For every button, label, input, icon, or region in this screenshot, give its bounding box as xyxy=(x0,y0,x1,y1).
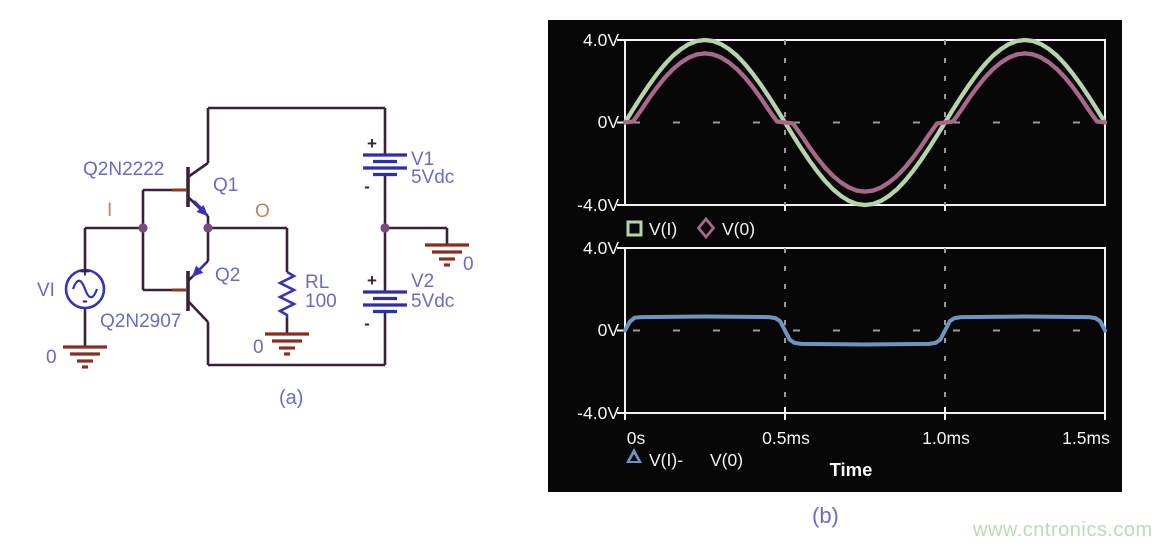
xtick-10ms: 1.0ms xyxy=(922,428,970,448)
vi-name-label: VI xyxy=(37,280,55,301)
top-plot: 4.0V 0V -4.0V V(I) V(0) xyxy=(577,30,1108,240)
v1-plus-sign: + xyxy=(367,134,377,153)
v2-minus-sign: - xyxy=(364,314,370,333)
v2-plus-sign: + xyxy=(367,271,377,290)
rl-resistor-symbol xyxy=(277,270,297,318)
trace-vi xyxy=(622,37,1108,208)
top-ytick-neg4v: -4.0V xyxy=(577,195,619,215)
q1-ref-label: Q1 xyxy=(213,175,238,196)
caption-a: (a) xyxy=(279,387,303,409)
vi-minus-sign: - xyxy=(82,291,88,310)
bot-ytick-neg4v: -4.0V xyxy=(577,403,619,423)
xtick-0s: 0s xyxy=(627,428,646,448)
top-plot-legend: V(I) V(0) xyxy=(626,216,755,240)
ground-symbol-rl xyxy=(265,332,309,356)
q1-model-label: Q2N2222 xyxy=(83,159,164,180)
plots: 4.0V 0V -4.0V V(I) V(0) xyxy=(577,30,1110,480)
bot-ytick-0v: 0V xyxy=(598,320,620,340)
output-node-label: O xyxy=(255,201,270,222)
ground-zero-label-rl: 0 xyxy=(253,337,264,358)
vi-source-symbol: + - xyxy=(64,262,106,310)
v1-battery-symbol xyxy=(363,153,407,177)
legend-label-vi: V(I) xyxy=(649,219,677,239)
ground-symbol-vi xyxy=(63,345,107,369)
trace-vo xyxy=(622,51,1108,194)
junction-dots xyxy=(138,223,390,233)
q1-emitter-arrow-icon xyxy=(193,200,208,216)
x-axis-labels: 0s 0.5ms 1.0ms 1.5ms xyxy=(627,428,1110,448)
ground-zero-label-supply: 0 xyxy=(463,254,474,275)
plot-panel: 4.0V 0V -4.0V V(I) V(0) xyxy=(548,20,1122,492)
bottom-plot: 4.0V 0V -4.0V 0s 0.5ms 1.0ms 1.5ms V(I)-… xyxy=(577,238,1110,480)
xtick-15ms: 1.5ms xyxy=(1062,428,1110,448)
v1-value-label: 5Vdc xyxy=(411,167,454,188)
q2-emitter-arrow-icon xyxy=(192,262,207,277)
x-axis-title: Time xyxy=(830,459,873,480)
xtick-05ms: 0.5ms xyxy=(762,428,810,448)
trace-vi-minus-vo xyxy=(623,314,1107,347)
v1-minus-sign: - xyxy=(364,177,370,196)
rl-value-label: 100 xyxy=(305,291,337,312)
legend-label-diff-left: V(I)- xyxy=(649,450,683,470)
top-ytick-4v: 4.0V xyxy=(583,30,619,50)
base-wire-tips xyxy=(172,188,186,292)
watermark-link[interactable]: www.cntronics.com xyxy=(973,519,1153,541)
v2-battery-symbol xyxy=(363,290,407,314)
q2-model-label: Q2N2907 xyxy=(100,311,181,332)
bot-ytick-4v: 4.0V xyxy=(583,238,619,258)
ground-zero-label-vi: 0 xyxy=(46,347,57,368)
caption-b: (b) xyxy=(812,503,839,528)
legend-triangle-marker-inner xyxy=(630,454,638,461)
top-plot-gridlines xyxy=(633,40,1105,205)
ground-symbol-supply xyxy=(425,243,469,267)
bottom-plot-ticks xyxy=(617,247,1106,420)
bottom-plot-gridlines xyxy=(633,248,1105,413)
top-ytick-0v: 0V xyxy=(598,112,620,132)
transistor-q1 xyxy=(186,161,209,217)
q2-ref-label: Q2 xyxy=(215,265,240,286)
v1-name-label: V1 xyxy=(411,149,434,170)
v2-value-label: 5Vdc xyxy=(411,291,454,312)
input-node-label: I xyxy=(107,200,112,221)
legend-square-marker-icon xyxy=(626,220,643,237)
vi-plus-sign: + xyxy=(80,262,90,281)
legend-label-vo: V(0) xyxy=(722,219,755,239)
v2-name-label: V2 xyxy=(411,271,434,292)
bottom-plot-legend: V(I)- V(0) Time xyxy=(626,448,872,480)
legend-label-diff-right: V(0) xyxy=(710,450,743,470)
legend-diamond-marker-icon xyxy=(696,216,716,240)
circuit-diagram: + - + - + - xyxy=(37,106,474,409)
rl-name-label: RL xyxy=(305,272,329,293)
